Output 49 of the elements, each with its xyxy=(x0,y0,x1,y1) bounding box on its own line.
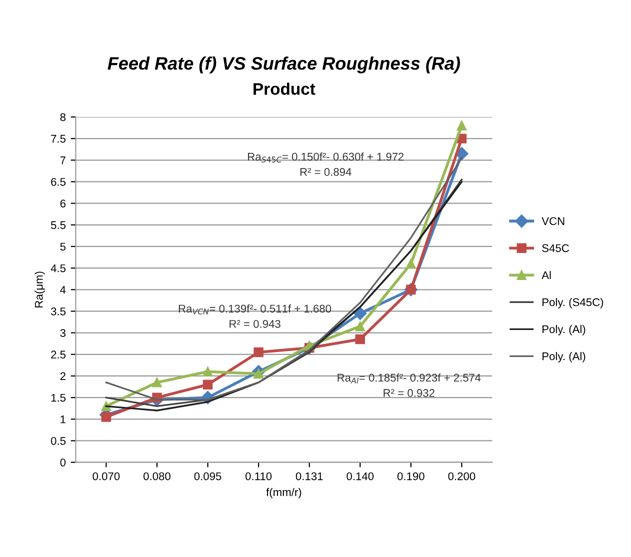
legend-label: Poly. (S45C) xyxy=(542,298,604,308)
annotation: Ra$_{VCN}$= 0.139f²- 0.511f + 1.680 R² = 0.943 xyxy=(178,304,332,328)
point xyxy=(355,334,365,344)
y-tick-label: 1 xyxy=(60,416,66,424)
y-tick-label: 5 xyxy=(60,242,66,251)
point xyxy=(152,378,162,388)
y-tick-label: 0 xyxy=(60,458,66,466)
y-tick-label: 7 xyxy=(60,156,66,164)
legend-label: S45C xyxy=(542,244,569,252)
y-tick-label: 3.5 xyxy=(50,307,66,316)
y-tick-label: 4 xyxy=(60,286,66,294)
x-axis-title: f(mm/r) xyxy=(266,488,302,498)
x-tick-label: 0.070 xyxy=(92,472,120,480)
y-axis-title: Ra(μm) xyxy=(34,272,45,308)
x-tick-label: 0.131 xyxy=(296,472,323,480)
point xyxy=(101,412,112,422)
point xyxy=(355,321,365,332)
chart-title: Feed Rate (f) VS Surface Roughness (Ra) xyxy=(108,56,460,74)
legend-label: Poly. (Al) xyxy=(542,325,586,336)
point xyxy=(254,368,264,379)
x-tick-label: 0.080 xyxy=(144,472,170,480)
point xyxy=(202,380,213,390)
y-tick-label: 1.5 xyxy=(51,394,66,402)
legend-label: Poly. (Al) xyxy=(542,352,586,362)
x-tick-label: 0.200 xyxy=(448,472,476,480)
legend-label: Al xyxy=(542,270,551,279)
point xyxy=(456,120,467,130)
x-tick-label: 0.140 xyxy=(346,472,374,480)
point xyxy=(254,347,264,358)
y-tick-label: 5.5 xyxy=(51,221,66,230)
y-tick-label: 2 xyxy=(60,372,66,380)
legend-label: VCN xyxy=(542,217,564,226)
point xyxy=(202,366,213,377)
x-tick-label: 0.110 xyxy=(246,472,272,480)
annotation: Ra$_{Al}$= 0.185f²- 0.923f + 2.574 R² = 0.932 xyxy=(338,374,481,397)
y-tick-label: 3 xyxy=(60,329,66,337)
point xyxy=(406,258,416,269)
y-tick-label: 2.5 xyxy=(51,350,66,359)
x-tick-label: 0.190 xyxy=(397,472,424,480)
y-tick-label: 8 xyxy=(60,113,66,122)
point xyxy=(354,306,367,320)
y-tick-label: 7.5 xyxy=(51,134,66,143)
chart-subtitle: Product xyxy=(254,82,316,95)
x-tick-label: 0.095 xyxy=(194,472,222,480)
y-tick-label: 6 xyxy=(60,200,66,208)
y-tick-label: 4.5 xyxy=(50,264,66,272)
y-tick-label: 0.5 xyxy=(50,436,66,445)
annotation: Ra$_{S45C}$= 0.150f²- 0.630f + 1.972 R² = 0.894 xyxy=(248,152,404,176)
y-tick-label: 6.5 xyxy=(51,178,66,186)
